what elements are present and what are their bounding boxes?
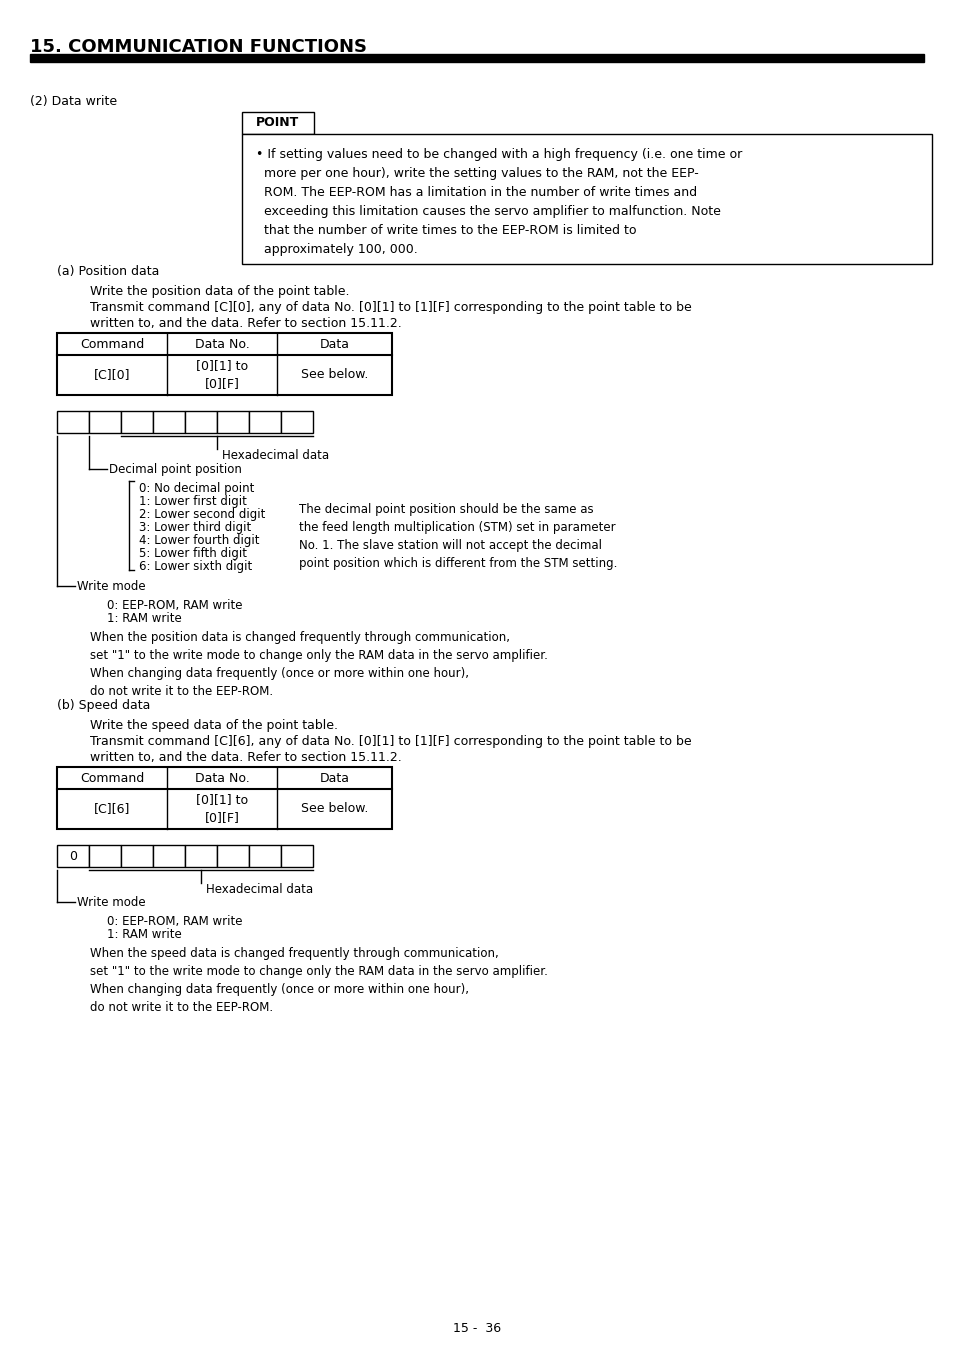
Text: written to, and the data. Refer to section 15.11.2.: written to, and the data. Refer to secti… (90, 751, 401, 764)
Bar (152, 845, 185, 867)
Text: (2) Data write: (2) Data write (30, 95, 117, 108)
Bar (281, 845, 313, 867)
Text: Data No.: Data No. (194, 338, 249, 351)
Text: Write the position data of the point table.: Write the position data of the point tab… (90, 285, 349, 298)
Bar (57, 410, 89, 433)
Text: Transmit command [C][0], any of data No. [0][1] to [1][F] corresponding to the p: Transmit command [C][0], any of data No.… (90, 301, 691, 315)
Text: Decimal point position: Decimal point position (109, 463, 242, 475)
Bar (121, 845, 152, 867)
Bar (121, 410, 152, 433)
Text: 1: RAM write: 1: RAM write (107, 927, 182, 941)
Text: Hexadecimal data: Hexadecimal data (222, 450, 329, 462)
Bar (249, 410, 281, 433)
Bar (152, 410, 185, 433)
Bar (57, 767, 392, 829)
Text: (b) Speed data: (b) Speed data (57, 699, 151, 711)
Text: 2: Lower second digit: 2: Lower second digit (139, 508, 265, 521)
Text: The decimal point position should be the same as
the feed length multiplication : The decimal point position should be the… (298, 502, 617, 570)
Text: 6: Lower sixth digit: 6: Lower sixth digit (139, 560, 252, 572)
Bar (216, 845, 249, 867)
Bar (281, 410, 313, 433)
Text: Write the speed data of the point table.: Write the speed data of the point table. (90, 720, 337, 732)
Bar (249, 845, 281, 867)
Text: 15 -  36: 15 - 36 (453, 1322, 500, 1335)
Text: Command: Command (80, 771, 144, 784)
Text: 0: EEP-ROM, RAM write: 0: EEP-ROM, RAM write (107, 599, 242, 612)
Text: (a) Position data: (a) Position data (57, 265, 159, 278)
Text: Data: Data (319, 771, 349, 784)
Text: 15. COMMUNICATION FUNCTIONS: 15. COMMUNICATION FUNCTIONS (30, 38, 367, 55)
Bar (185, 845, 216, 867)
Text: Transmit command [C][6], any of data No. [0][1] to [1][F] corresponding to the p: Transmit command [C][6], any of data No.… (90, 734, 691, 748)
Bar (57, 333, 392, 396)
Text: Command: Command (80, 338, 144, 351)
Text: 3: Lower third digit: 3: Lower third digit (139, 521, 251, 535)
Text: • If setting values need to be changed with a high frequency (i.e. one time or
 : • If setting values need to be changed w… (255, 148, 741, 256)
Text: [0][1] to
[0][F]: [0][1] to [0][F] (195, 794, 248, 825)
Text: [0][1] to
[0][F]: [0][1] to [0][F] (195, 359, 248, 390)
Text: [C][6]: [C][6] (93, 802, 130, 815)
Text: When the position data is changed frequently through communication,
set "1" to t: When the position data is changed freque… (90, 630, 547, 698)
Text: [C][0]: [C][0] (93, 369, 131, 382)
Bar (216, 410, 249, 433)
Bar (89, 845, 121, 867)
Text: 0: EEP-ROM, RAM write: 0: EEP-ROM, RAM write (107, 915, 242, 927)
Text: Write mode: Write mode (77, 579, 146, 593)
Text: Write mode: Write mode (77, 895, 146, 909)
Text: 0: No decimal point: 0: No decimal point (139, 482, 254, 495)
Text: See below.: See below. (300, 802, 368, 815)
Text: 5: Lower fifth digit: 5: Lower fifth digit (139, 547, 247, 560)
Bar (57, 845, 89, 867)
Bar (30, 54, 923, 62)
Text: See below.: See below. (300, 369, 368, 382)
Bar (185, 410, 216, 433)
Text: 0: 0 (69, 849, 77, 863)
Text: 1: Lower first digit: 1: Lower first digit (139, 495, 247, 508)
Text: 4: Lower fourth digit: 4: Lower fourth digit (139, 535, 259, 547)
FancyBboxPatch shape (242, 112, 314, 134)
Bar (242, 134, 931, 265)
Bar (89, 410, 121, 433)
Text: written to, and the data. Refer to section 15.11.2.: written to, and the data. Refer to secti… (90, 317, 401, 329)
Text: Hexadecimal data: Hexadecimal data (206, 883, 313, 896)
Text: POINT: POINT (256, 116, 299, 130)
Text: Data: Data (319, 338, 349, 351)
Text: 1: RAM write: 1: RAM write (107, 612, 182, 625)
Text: Data No.: Data No. (194, 771, 249, 784)
Text: When the speed data is changed frequently through communication,
set "1" to the : When the speed data is changed frequentl… (90, 946, 547, 1014)
